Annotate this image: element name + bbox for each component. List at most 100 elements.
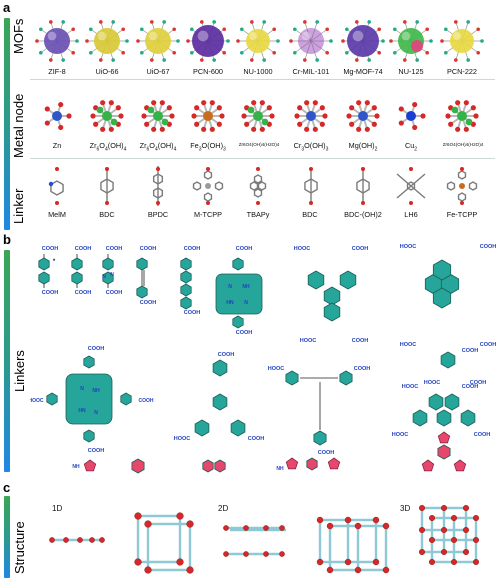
metal-node-sphere: [99, 537, 105, 543]
metal-node-sphere: [382, 566, 390, 574]
metal-node-sphere: [223, 525, 229, 531]
metal-node-sphere: [176, 512, 184, 520]
metal-node-sphere: [354, 522, 362, 530]
chem-group-label: COOH: [75, 290, 92, 296]
chem-group-label: COOH: [470, 380, 487, 386]
linker-molecule-icon: [249, 167, 267, 205]
linker-label: BDC-(OH)2: [344, 210, 382, 219]
framework-structures: [49, 504, 480, 574]
chem-group-label: NH: [242, 284, 250, 290]
metal-node-sphere: [463, 504, 470, 511]
benzene-ring: [437, 444, 451, 460]
linker-molecule-icon: [100, 167, 114, 205]
chem-group-label: COOH: [236, 246, 253, 252]
mof-label: NU-125: [398, 67, 424, 76]
metal-node-sphere: [243, 551, 249, 557]
metal-node-sphere: [441, 527, 448, 534]
metal-node-icon: [445, 100, 479, 132]
metal-node-sphere: [463, 527, 470, 534]
chem-group-label: COOH: [248, 436, 265, 442]
panel-a-letter: a: [3, 0, 11, 15]
row-label-structure: Structure: [12, 521, 27, 574]
benzene-ring: [180, 283, 192, 297]
benzene-ring: [46, 392, 58, 406]
metal-node-icon: [141, 100, 175, 132]
chem-group-label: N: [94, 410, 98, 416]
benzene-ring: [120, 392, 132, 406]
chem-group-label: COOH: [462, 348, 479, 354]
benzene-ring: [214, 459, 226, 473]
mof-label: Cr-MIL-101: [292, 67, 330, 76]
linker-molecule-icon: [356, 167, 370, 205]
chem-group-label: N: [102, 274, 106, 280]
mof-label: NU-1000: [243, 67, 273, 76]
panel-c-gradient-bar: [4, 496, 10, 578]
metal-node-sphere: [186, 520, 194, 528]
metal-node-sphere: [419, 504, 426, 511]
chem-group-label: COOH: [354, 366, 371, 372]
chem-group-label: *: [53, 259, 56, 265]
linker-label: MelM: [48, 210, 66, 219]
chem-group-label: COOH: [184, 246, 201, 252]
pyrazole-ring: [453, 459, 467, 472]
pyrazole-ring: [285, 457, 299, 470]
chem-group-label: HOOC: [300, 338, 317, 344]
metal-node-icon: [398, 101, 426, 131]
porphyrin-core: [65, 373, 113, 425]
metal-node-sphere: [186, 566, 194, 574]
metal-node-sphere: [134, 512, 142, 520]
linker-label: Fe-TCPP: [446, 210, 478, 219]
metal-node-label: Cu2: [404, 141, 418, 153]
metal-node-icon: [294, 100, 328, 132]
metal-node-sphere: [144, 566, 152, 574]
chem-group-label: N: [244, 300, 248, 306]
metal-node-sphere: [63, 537, 69, 543]
benzene-ring: [136, 285, 148, 299]
pyrazole-ring: [83, 459, 97, 472]
chem-group-label: COOH: [139, 398, 154, 404]
metal-node-sphere: [451, 515, 458, 522]
metal-node-sphere: [279, 525, 285, 531]
metal-node-sphere: [419, 527, 426, 534]
benzene-ring: [83, 429, 95, 443]
row-divider: [30, 158, 495, 159]
chem-group-label: COOH: [462, 384, 479, 390]
structure-label-2d: 2D: [218, 504, 229, 513]
metal-node-sphere: [451, 537, 458, 544]
metal-node-sphere: [473, 515, 480, 522]
mof-label: UiO-67: [146, 67, 170, 76]
chem-group-label: N: [110, 272, 114, 278]
benzene-ring: [432, 287, 452, 309]
chem-group-label: N: [228, 284, 232, 290]
benzene-ring: [440, 351, 456, 369]
structure-label-1d: 1D: [52, 504, 63, 513]
benzene-ring: [83, 355, 95, 369]
benzene-ring: [212, 393, 228, 411]
benzene-ring: [339, 270, 357, 290]
benzene-ring: [232, 315, 244, 329]
metal-node-label: Zn: [52, 141, 62, 150]
metal-node-sphere: [89, 537, 95, 543]
chem-group-label: COOH: [140, 300, 157, 306]
benzene-ring: [339, 370, 353, 386]
mof-label: Mg-MOF-74: [343, 67, 383, 76]
metal-node-sphere: [77, 537, 83, 543]
chem-group-label: COOH: [474, 432, 491, 438]
metal-node-label: Zr6O4(OH)4(H2O)4: [442, 142, 484, 147]
benzene-ring: [460, 409, 476, 427]
chem-group-label: HOOC: [392, 432, 409, 438]
metal-node-sphere: [441, 549, 448, 556]
benzene-ring: [38, 271, 50, 285]
linker-label: BDC: [302, 210, 318, 219]
chem-group-label: HOOC: [268, 366, 285, 372]
chem-group-label: HN: [78, 408, 86, 414]
panel-b-letter: b: [3, 232, 11, 247]
chem-group-label: COOH: [140, 246, 157, 252]
chem-group-label: COOH: [88, 346, 105, 352]
metal-node-sphere: [451, 559, 458, 566]
benzene-ring: [307, 270, 325, 290]
metal-node-icon: [90, 100, 124, 132]
mof-structure-icon: [289, 20, 333, 62]
metal-node-sphere: [134, 558, 142, 566]
linker-molecule-icon: [48, 167, 64, 205]
